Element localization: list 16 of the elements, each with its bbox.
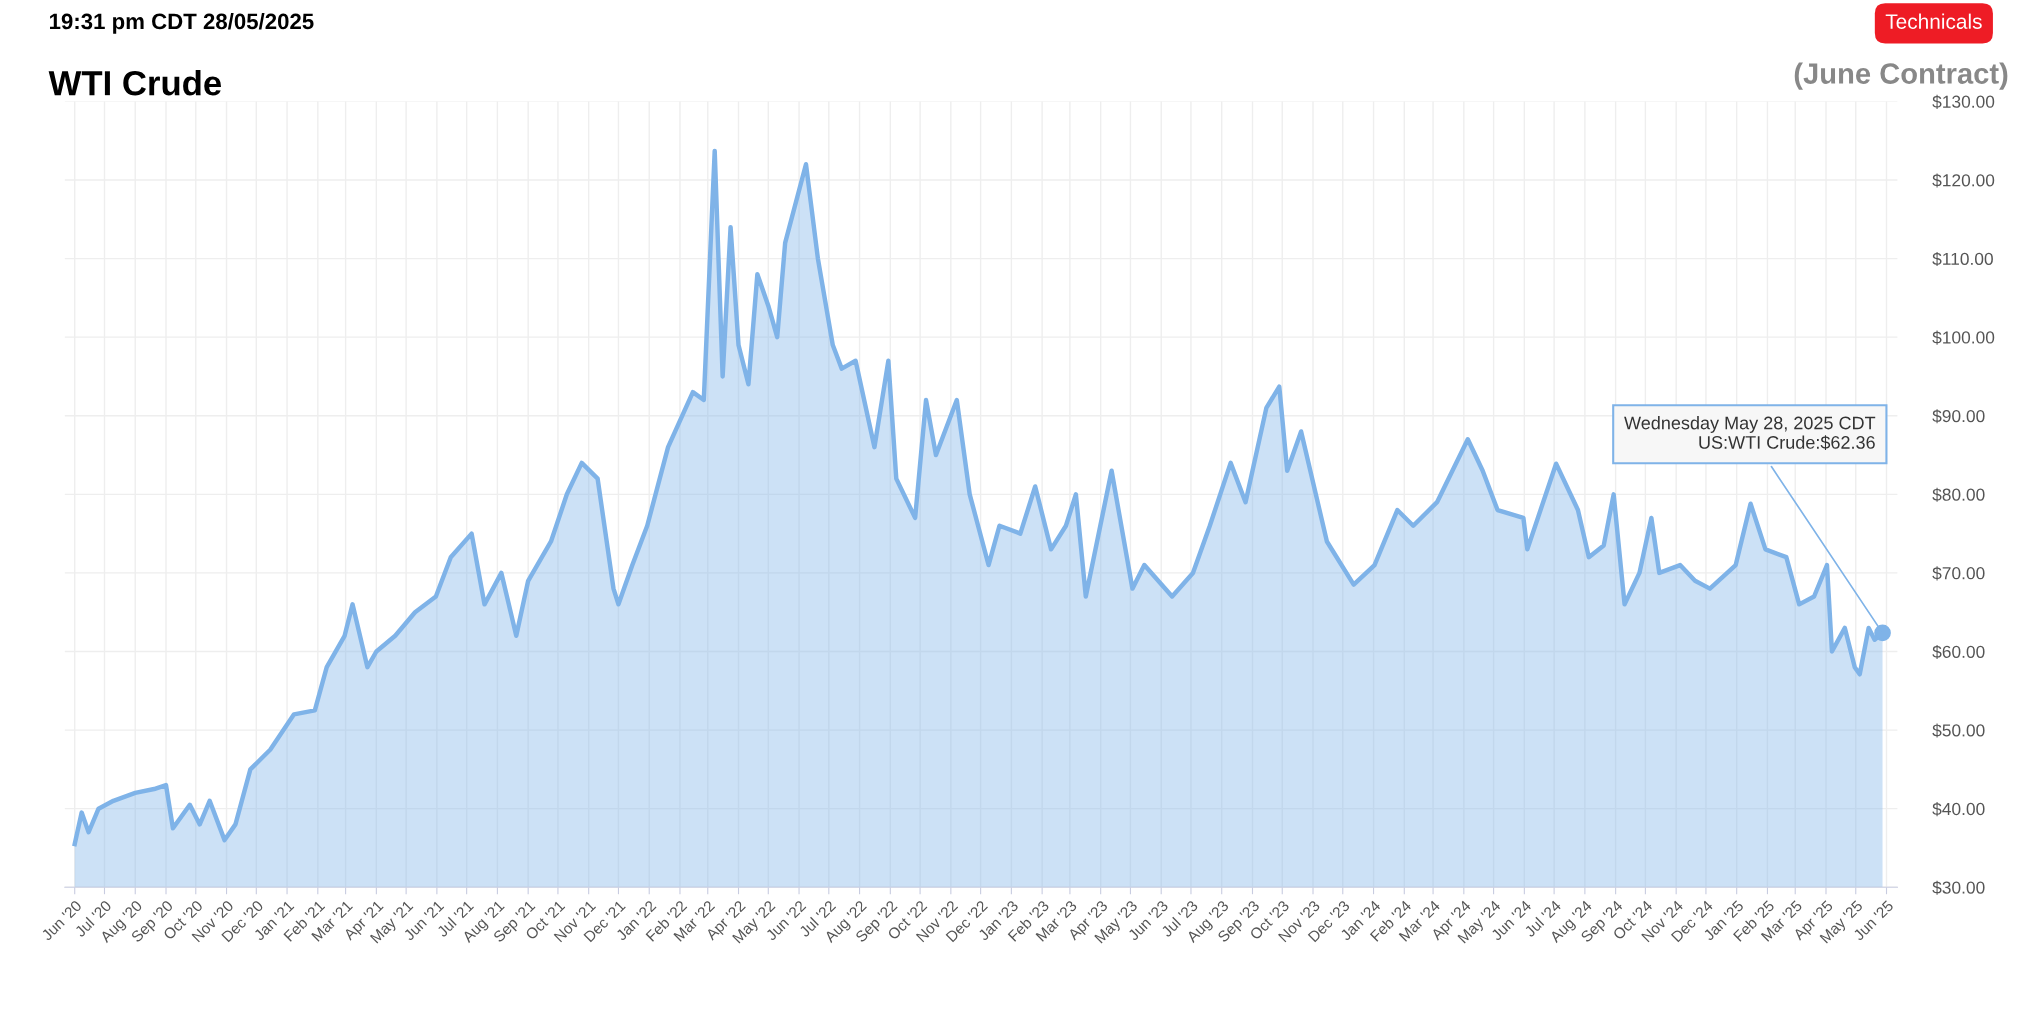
y-tick-label: $30.00 [1932,880,1985,895]
y-tick-label: $90.00 [1932,409,1985,424]
y-tick-label: $60.00 [1932,644,1985,659]
text: Technicals [1885,13,1982,29]
y-tick-label: $70.00 [1932,566,1985,581]
y-tick-label: $80.00 [1932,487,1985,502]
y-tick-label: $50.00 [1932,723,1985,738]
chart-title: WTI Crude [48,70,222,96]
chart-subtitle: (June Contract) [1794,62,2008,90]
text: 19:31 pm CDT 28/05/2025 [50,12,314,34]
y-tick-label: $40.00 [1932,802,1985,817]
y-tick-label: $100.00 [1932,330,1995,345]
y-tick-label: $130.00 [1932,94,1995,109]
y-tick-label: $110.00 [1932,252,1993,267]
annotation: Wednesday May 28, 2025 CDT US:WTI Crude:$62.36 [1624,416,1876,450]
y-tick-label: $120.00 [1932,173,1995,188]
